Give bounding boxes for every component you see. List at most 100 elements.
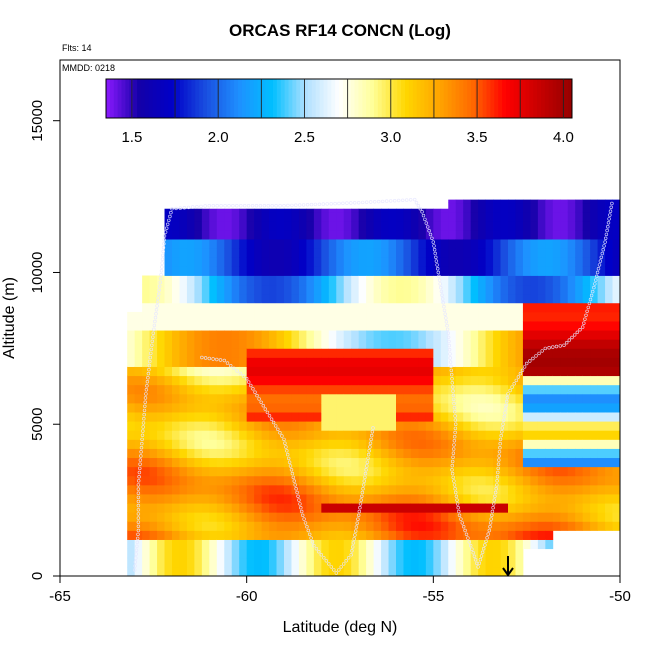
track-point — [441, 301, 445, 305]
track-point — [345, 201, 349, 205]
heatmap-cell — [440, 439, 449, 449]
heatmap-cell — [306, 266, 315, 276]
heatmap-cell — [388, 439, 397, 449]
heatmap-cell — [172, 375, 180, 386]
heatmap-cell — [485, 384, 494, 395]
track-point — [306, 528, 310, 533]
heatmap-cell — [179, 566, 188, 577]
heatmap-cell — [508, 321, 516, 331]
heatmap-cell — [313, 466, 322, 477]
heatmap-cell — [575, 202, 584, 213]
heatmap-cell — [336, 284, 345, 295]
heatmap-cell — [366, 266, 374, 276]
heatmap-cell — [537, 448, 546, 459]
heatmap-cell — [142, 384, 150, 395]
heatmap-cell — [537, 484, 546, 495]
heatmap-cell — [478, 293, 486, 304]
track-point — [537, 351, 541, 356]
track-point — [439, 289, 444, 294]
heatmap-cell — [172, 466, 180, 477]
heatmap-cell — [321, 439, 330, 449]
heatmap-cell — [381, 229, 389, 240]
heatmap-cell — [567, 311, 576, 322]
track-point — [598, 259, 603, 263]
heatmap-cell — [545, 284, 554, 295]
heatmap-cell — [306, 239, 315, 249]
heatmap-cell — [440, 211, 449, 222]
heatmap-cell — [321, 284, 330, 295]
heatmap-cell — [298, 530, 307, 540]
track-point — [153, 315, 158, 320]
heatmap-cell — [291, 321, 300, 331]
heatmap-cell — [201, 494, 210, 504]
heatmap-cell — [493, 348, 501, 358]
heatmap-cell — [478, 475, 486, 486]
heatmap-cell — [261, 211, 270, 222]
heatmap-cell — [381, 421, 389, 431]
track-point — [524, 361, 529, 366]
heatmap-cell — [269, 412, 277, 422]
heatmap-cell — [470, 366, 479, 377]
heatmap-cell — [567, 503, 576, 513]
heatmap-cell — [500, 512, 509, 522]
heatmap-cell — [321, 503, 330, 513]
track-point — [434, 259, 439, 263]
track-point — [430, 236, 434, 241]
heatmap-cell — [463, 239, 472, 249]
heatmap-cell — [605, 430, 613, 440]
heatmap-cell — [522, 321, 531, 331]
track-point — [232, 366, 236, 370]
heatmap-cell — [522, 402, 531, 413]
heatmap-cell — [433, 548, 442, 559]
heatmap-cell — [448, 348, 457, 358]
heatmap-cell — [515, 366, 524, 377]
heatmap-cell — [418, 321, 427, 331]
heatmap-cell — [582, 494, 591, 504]
heatmap-cell — [612, 393, 621, 404]
heatmap-cell — [142, 321, 150, 331]
track-point — [274, 424, 278, 428]
track-point — [139, 446, 144, 450]
track-point — [282, 437, 286, 442]
heatmap-cell — [351, 311, 360, 322]
heatmap-cell — [396, 248, 404, 258]
heatmap-cell — [470, 293, 479, 304]
heatmap-cell — [463, 448, 472, 459]
heatmap-cell — [261, 566, 270, 577]
heatmap-cell — [201, 366, 210, 377]
track-point — [136, 512, 141, 516]
heatmap-cell — [425, 208, 434, 213]
heatmap-cell — [575, 484, 584, 495]
heatmap-cell — [448, 521, 457, 531]
heatmap-cell — [463, 321, 472, 331]
heatmap-cell — [179, 366, 188, 377]
heatmap-cell — [366, 475, 374, 486]
heatmap-cell — [343, 475, 352, 486]
heatmap-cell — [157, 557, 165, 568]
heatmap-cell — [336, 348, 345, 358]
heatmap-cell — [336, 512, 345, 522]
heatmap-cell — [418, 448, 427, 459]
track-point — [469, 543, 473, 548]
heatmap-cell — [276, 348, 285, 358]
heatmap-cell — [396, 330, 404, 340]
heatmap-cell — [298, 503, 307, 513]
heatmap-cell — [463, 311, 472, 322]
heatmap-cell — [582, 339, 591, 349]
heatmap-cell — [284, 521, 292, 531]
colorbar-swatch — [393, 79, 398, 118]
track-point — [327, 562, 331, 566]
heatmap-cell — [545, 421, 554, 431]
heatmap-cell — [186, 220, 195, 231]
heatmap-cell — [485, 199, 494, 204]
heatmap-cell — [194, 475, 203, 486]
heatmap-cell — [231, 384, 240, 395]
heatmap-cell — [358, 229, 367, 240]
heatmap-cell — [575, 430, 584, 440]
track-point — [427, 229, 431, 233]
colorbar-swatch — [222, 79, 227, 118]
heatmap-cell — [597, 239, 606, 249]
heatmap-cell — [284, 229, 292, 240]
heatmap-cell — [425, 421, 434, 431]
heatmap-cell — [239, 530, 248, 540]
